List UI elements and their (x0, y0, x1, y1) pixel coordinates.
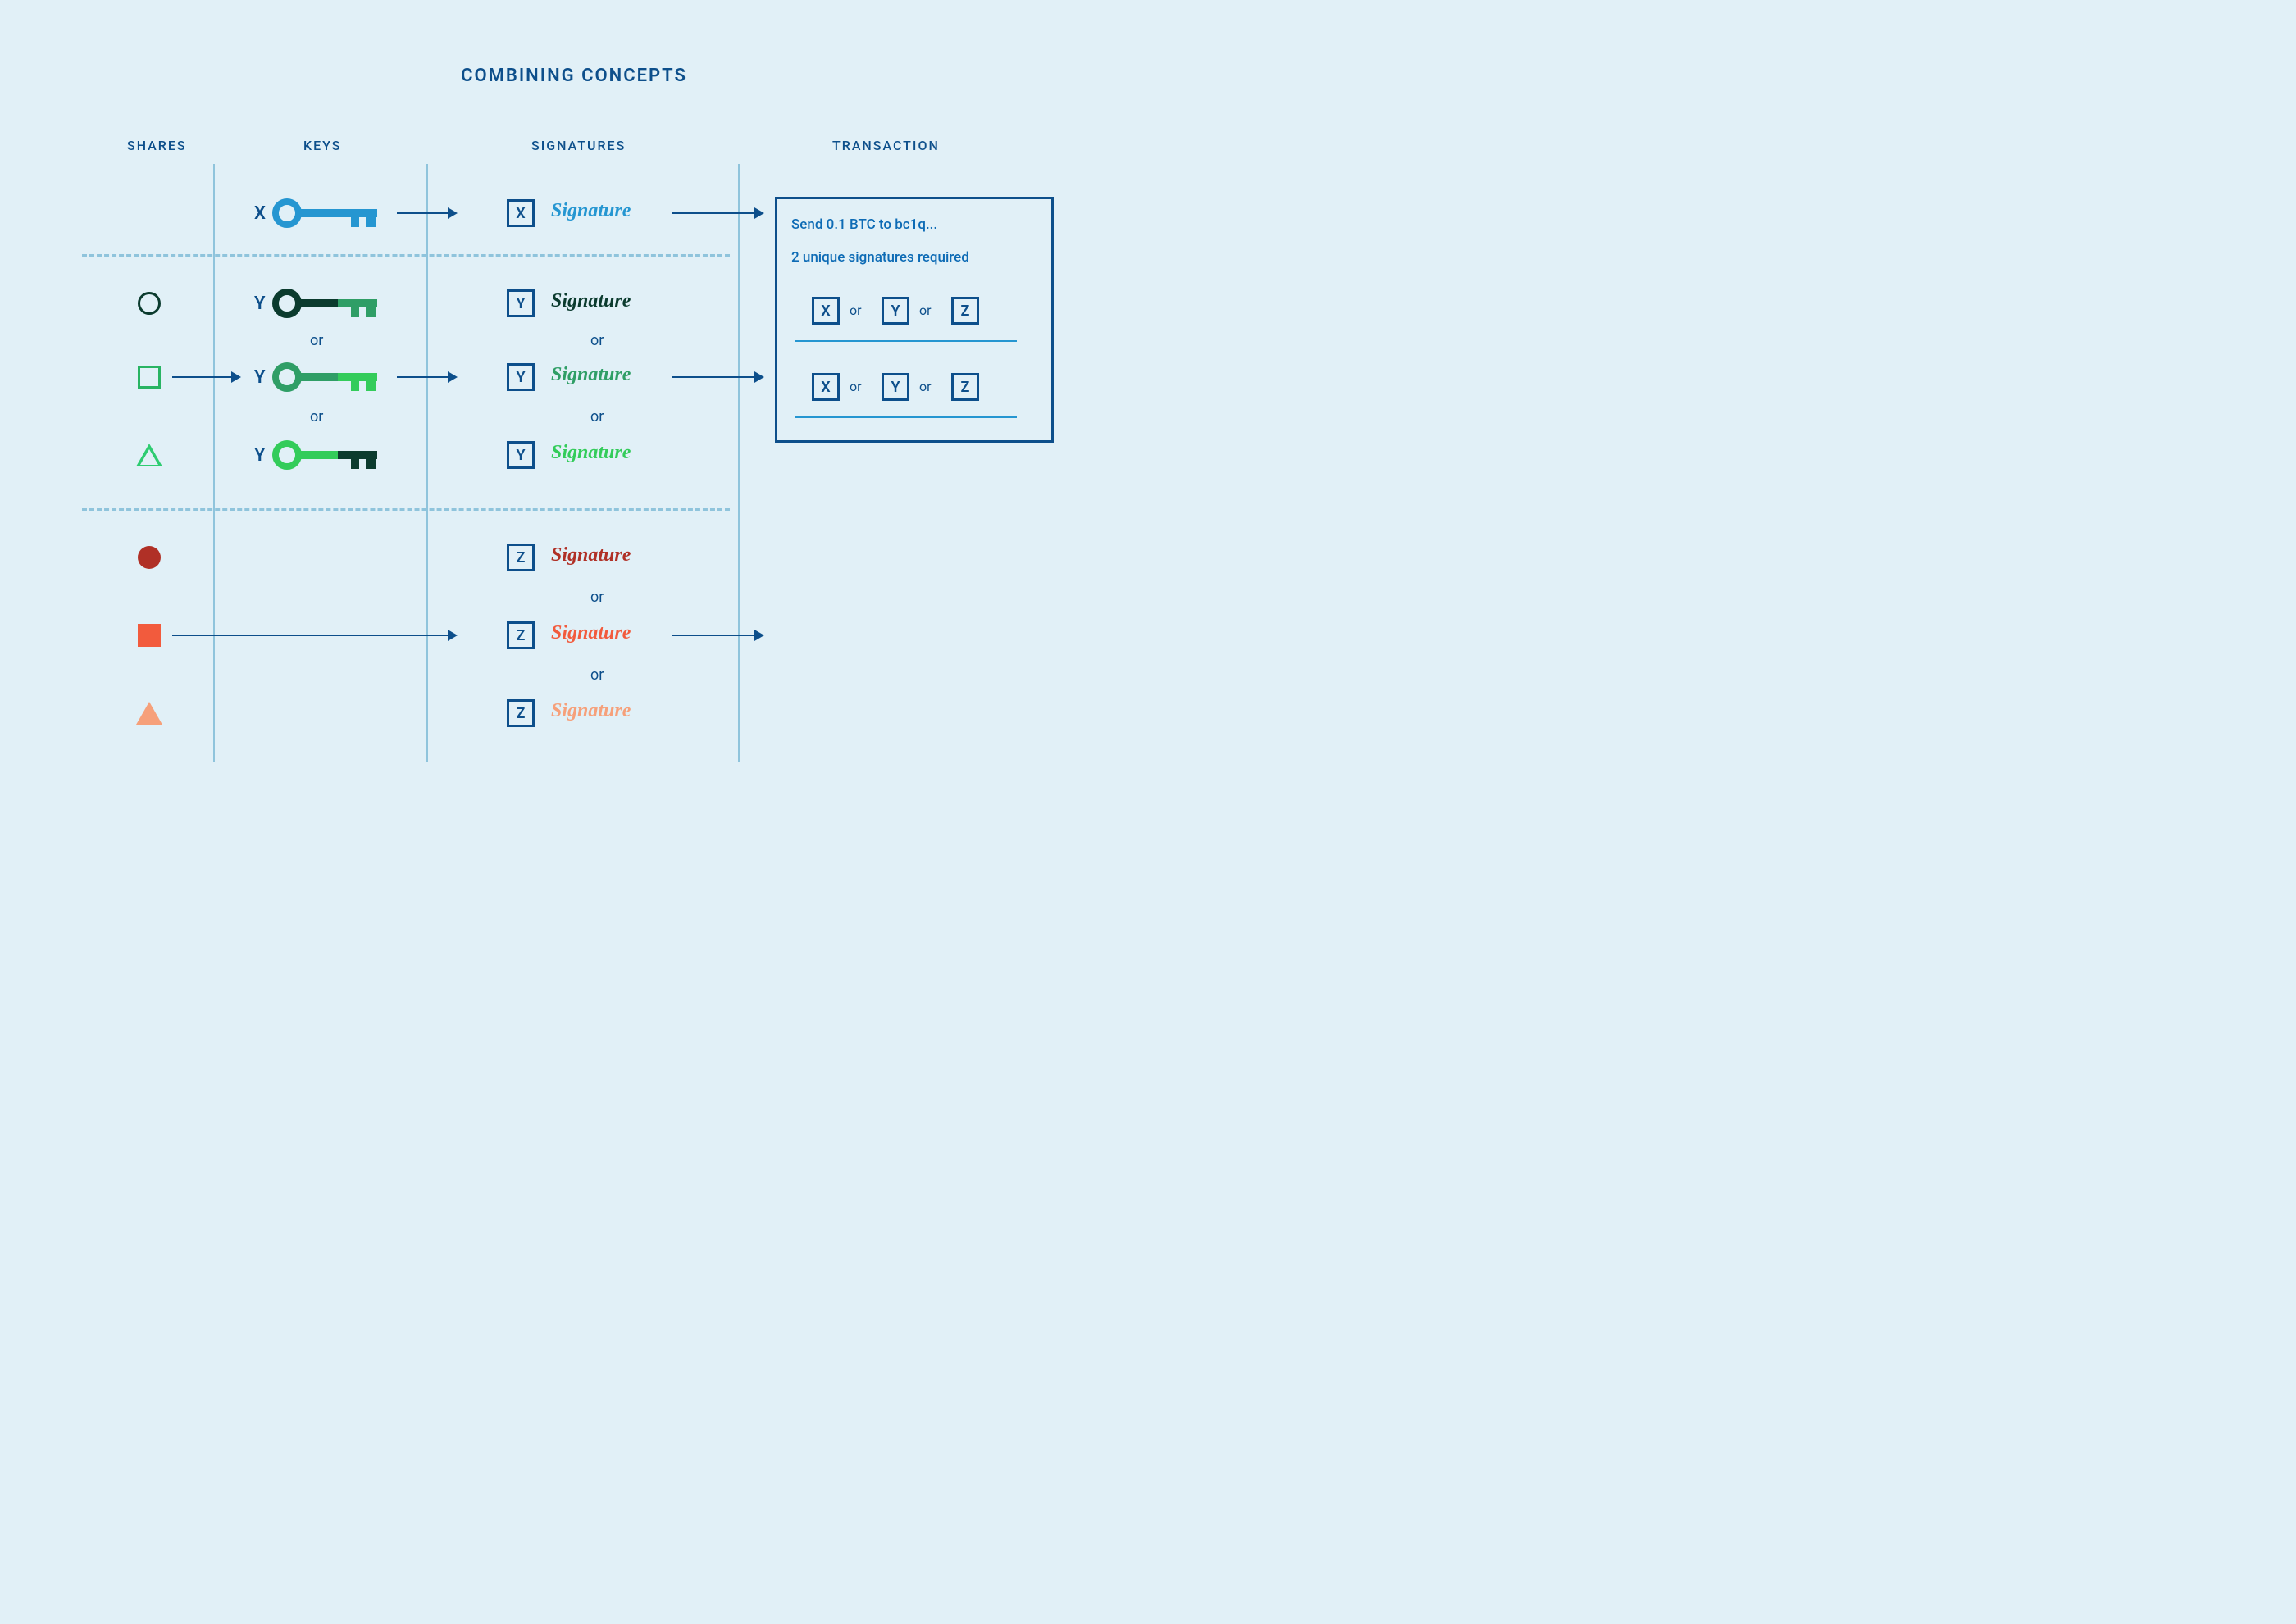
tx-slot-0-2: Z (951, 297, 979, 325)
sig-z-3-box: Z (507, 699, 535, 727)
column-label-shares: SHARES (127, 138, 187, 153)
key-y-2-key-icon (272, 358, 387, 396)
sig-z-1-box: Z (507, 544, 535, 571)
sig-z-2-signature-script: Signature (551, 622, 631, 644)
sig-or-3: or (590, 666, 604, 684)
key-y-3: Y (254, 436, 387, 474)
share-z-square-icon (138, 624, 161, 647)
sig-y-2-box: Y (507, 363, 535, 391)
sig-or-2: or (590, 589, 604, 606)
column-separator-2 (738, 164, 740, 762)
row-separator-0 (82, 254, 730, 257)
key-x-label: X (254, 203, 266, 224)
key-y-1-key-icon (272, 284, 387, 322)
row-separator-1 (82, 508, 730, 511)
share-z-triangle-icon (136, 702, 162, 725)
sig-y-3-box: Y (507, 441, 535, 469)
arrow-key-y-to-sig (397, 376, 456, 378)
transaction-line-1: 2 unique signatures required (791, 249, 969, 266)
key-y-1: Y (254, 284, 387, 322)
sig-z-1-signature-script: Signature (551, 544, 631, 566)
tx-or-0-1: or (919, 303, 932, 318)
key-y-2-label: Y (254, 367, 266, 388)
sig-or-0: or (590, 332, 604, 349)
arrow-sig-x-to-tx (672, 212, 763, 214)
share-y-circle-icon (138, 292, 161, 315)
sig-y-3-signature-script: Signature (551, 442, 631, 464)
tx-slot-1-1: Y (882, 373, 909, 401)
tx-or-1-0: or (850, 379, 862, 394)
share-y-triangle-icon (136, 444, 162, 466)
tx-slot-1-2: Z (951, 373, 979, 401)
arrow-shares-to-key-y (172, 376, 239, 378)
arrow-sig-z-to-tx (672, 635, 763, 636)
tx-slot-0-1: Y (882, 297, 909, 325)
tx-slot-0-0: X (812, 297, 840, 325)
arrow-key-x-to-sig (397, 212, 456, 214)
share-z-circle-icon (138, 546, 161, 569)
tx-slot-1-0: X (812, 373, 840, 401)
sig-z-3-signature-script: Signature (551, 700, 631, 722)
keys-or-0: or (310, 332, 323, 349)
transaction-line-0: Send 0.1 BTC to bc1q... (791, 216, 937, 233)
key-x-key-icon (272, 194, 387, 232)
sig-y-1-box: Y (507, 289, 535, 317)
key-y-3-label: Y (254, 445, 266, 466)
sig-y-1-signature-script: Signature (551, 290, 631, 312)
sig-y-2-signature-script: Signature (551, 364, 631, 386)
tx-or-0-0: or (850, 303, 862, 318)
tx-rule-0 (795, 340, 1017, 342)
arrow-shares-z-to-sig (172, 635, 456, 636)
key-y-1-label: Y (254, 293, 266, 314)
sig-z-2-box: Z (507, 621, 535, 649)
sig-or-1: or (590, 408, 604, 425)
keys-or-1: or (310, 408, 323, 425)
diagram-title: COMBINING CONCEPTS (461, 66, 687, 86)
sig-x-signature-script: Signature (551, 200, 631, 222)
column-label-signatures: SIGNATURES (531, 138, 626, 153)
key-y-2: Y (254, 358, 387, 396)
tx-or-1-1: or (919, 379, 932, 394)
column-label-keys: KEYS (303, 138, 341, 153)
column-label-transaction: TRANSACTION (832, 138, 940, 153)
share-y-square-icon (138, 366, 161, 389)
tx-rule-1 (795, 416, 1017, 418)
arrow-sig-y-to-tx (672, 376, 763, 378)
sig-x-box: X (507, 199, 535, 227)
key-x: X (254, 194, 387, 232)
key-y-3-key-icon (272, 436, 387, 474)
